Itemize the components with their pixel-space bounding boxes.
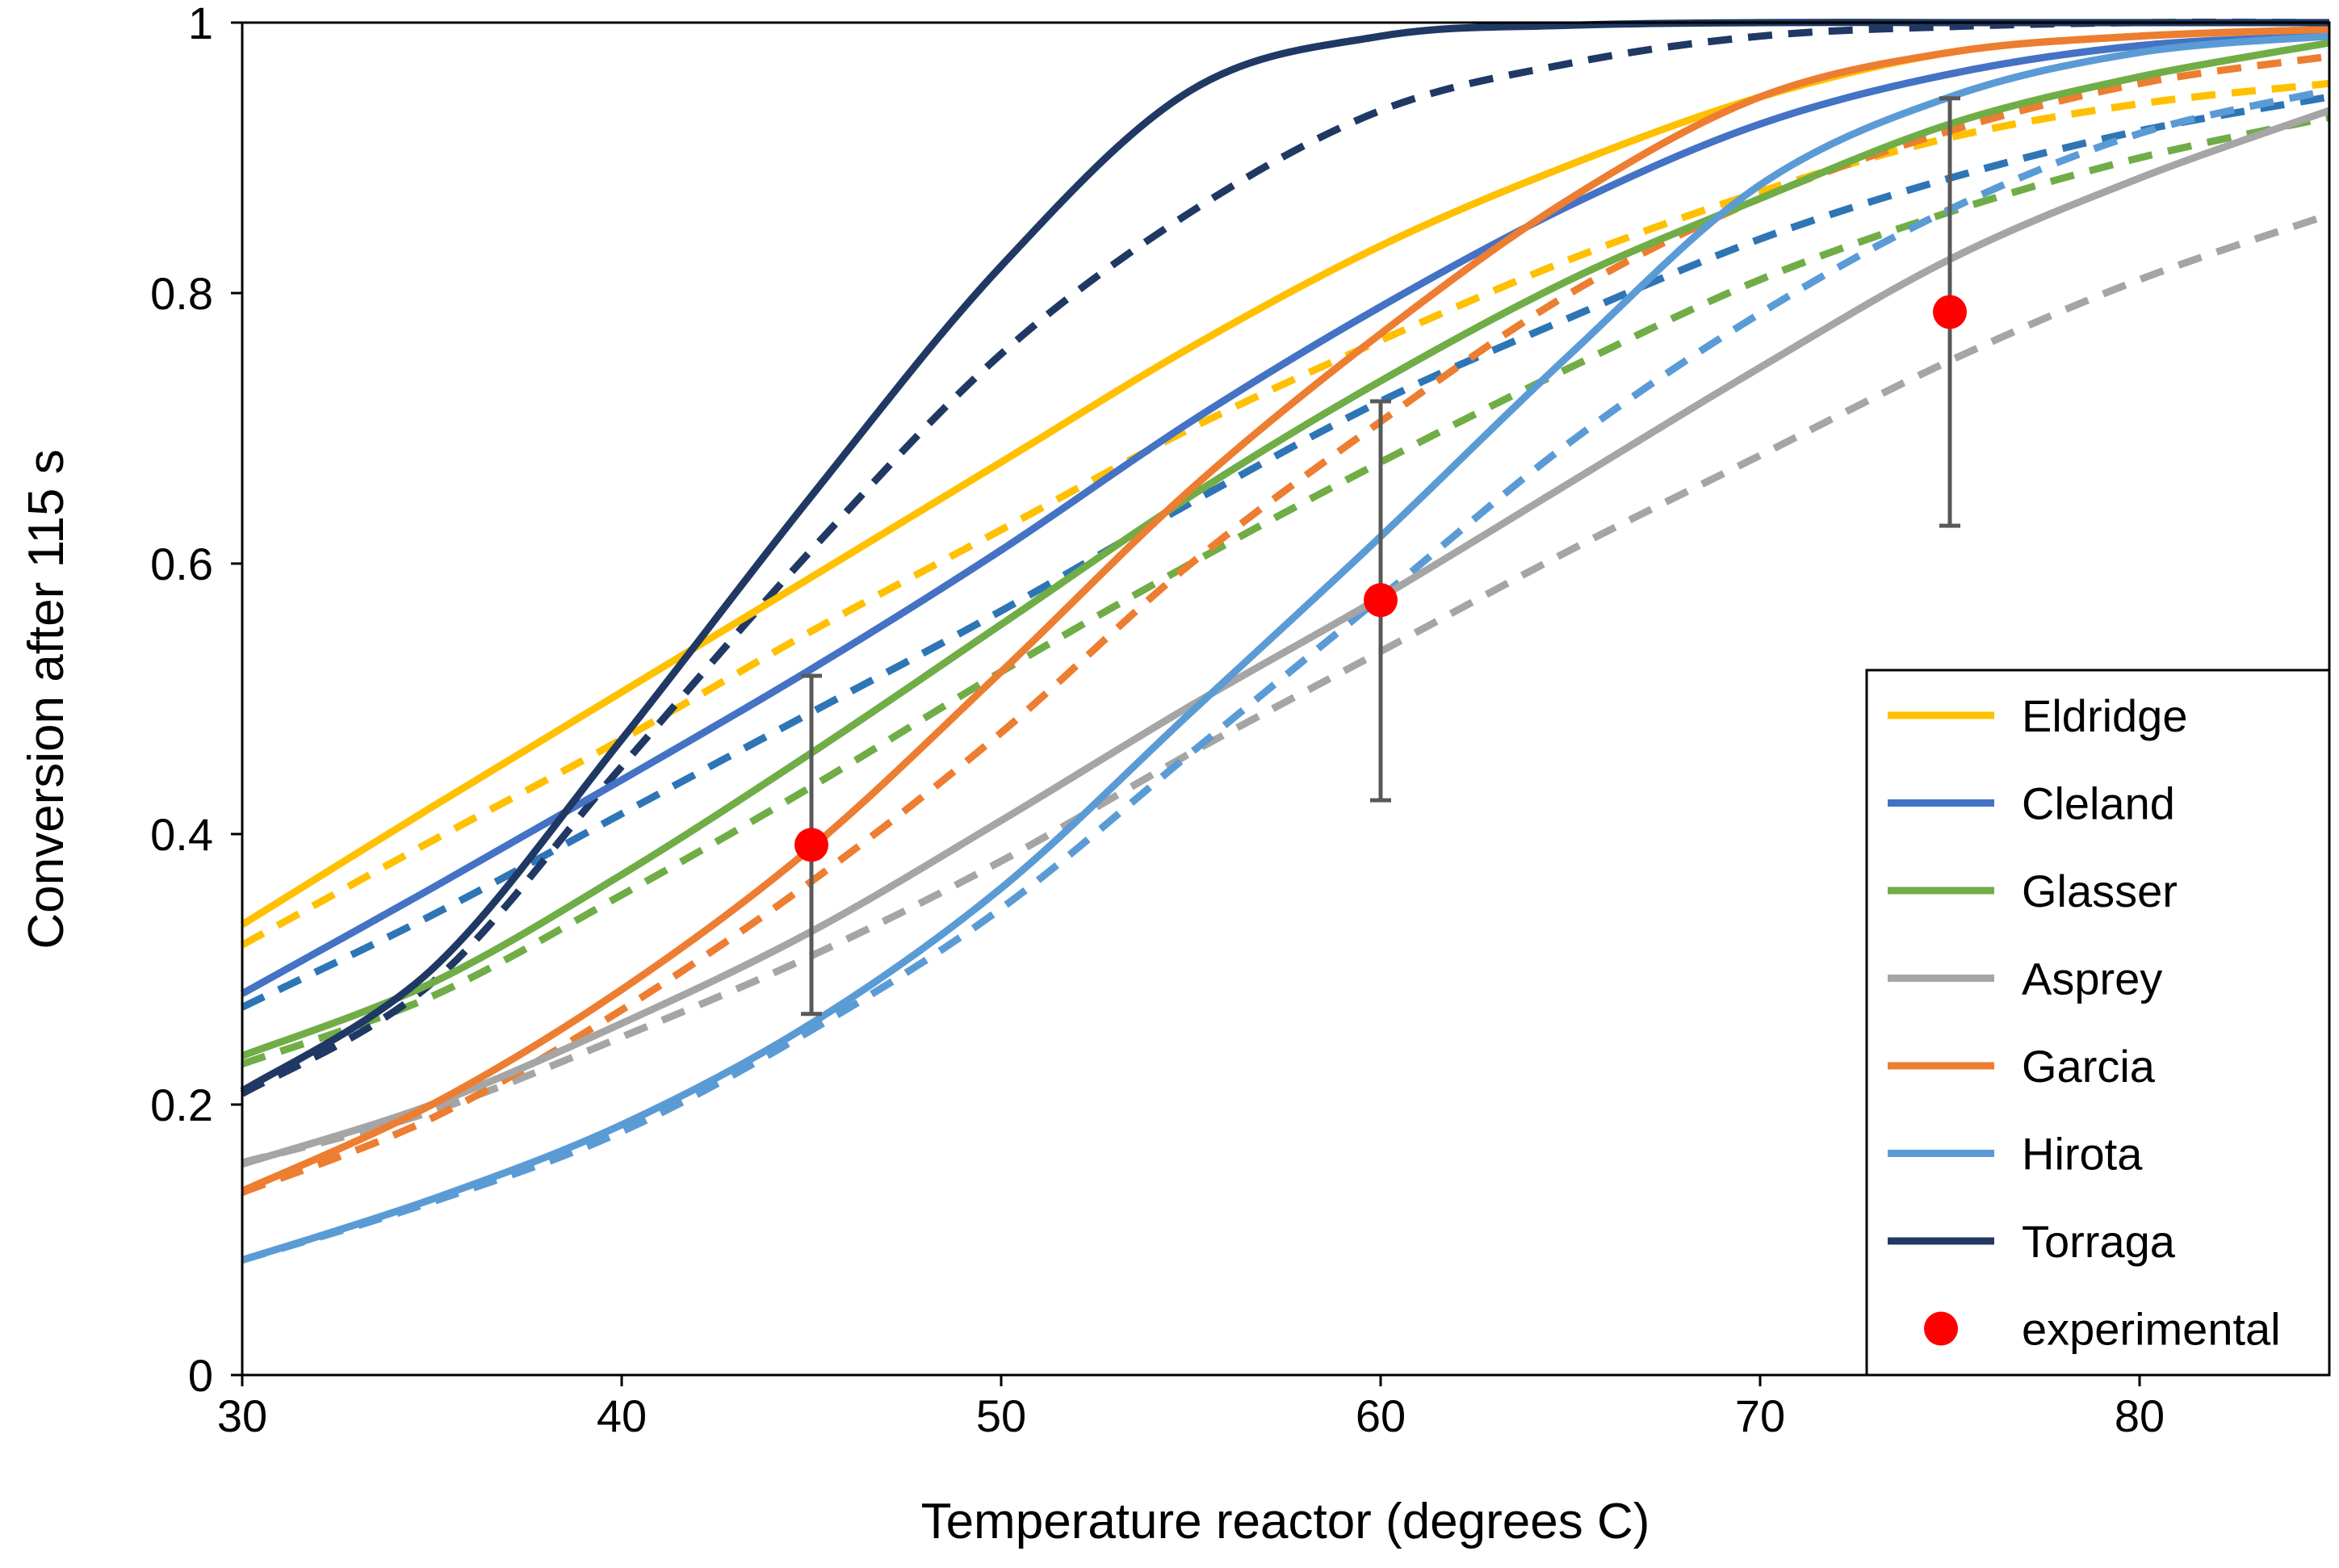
y-axis-title: Conversion after 115 s [19,449,74,949]
legend-label-cleland: Cleland [2022,778,2175,829]
legend-label-experimental: experimental [2022,1304,2281,1355]
legend-box [1865,669,2331,1377]
experimental-point [1933,295,1967,329]
y-tick-label: 0.4 [150,809,213,860]
x-tick-label: 50 [976,1390,1026,1441]
y-tick-label: 0.6 [150,539,213,589]
legend-label-garcia: Garcia [2022,1041,2156,1092]
experimental-layer [794,96,1967,1017]
series-line-cleland [240,32,2330,997]
x-tick-label: 40 [597,1390,647,1441]
series-line-cleland-dashed [241,93,2330,1011]
y-tick-label: 0.2 [150,1080,213,1130]
legend-label-glasser: Glasser [2022,866,2178,916]
legend-label-eldridge: Eldridge [2022,690,2187,741]
x-tick-label: 30 [217,1390,267,1441]
y-tick-label: 0.8 [150,268,213,319]
x-tick-label: 60 [1356,1390,1406,1441]
series-line-asprey-dashed [241,211,2331,1167]
axes-layer: 30 40 50 60 70 80 0 0.2 0.4 0.6 0.8 1 [150,0,2165,1441]
series-line-garcia [241,25,2330,1195]
series-line-garcia-dashed [241,52,2330,1197]
y-tick-label: 1 [188,0,213,48]
legend-label-torraga: Torraga [2022,1216,2176,1267]
series-line-hirota-dashed [241,86,2330,1264]
experimental-point [794,828,828,862]
legend-label-hirota: Hirota [2022,1129,2143,1180]
x-tick-label: 80 [2115,1390,2165,1441]
legend: Eldridge Cleland Glasser Asprey Garcia Hirota… [1865,669,2331,1377]
legend-label-asprey: Asprey [2022,954,2162,1004]
x-axis-title: Temperature reactor (degrees C) [921,1494,1650,1549]
series-line-eldridge-dashed [240,79,2330,949]
y-tick-label: 0 [188,1350,213,1401]
x-tick-label: 70 [1735,1390,1785,1441]
legend-marker-experimental [1924,1311,1958,1346]
series-line-glasser [241,39,2330,1059]
series-line-asprey [241,107,2331,1168]
experimental-point [1364,583,1398,618]
series-line-torraga-dashed [240,19,2330,1097]
